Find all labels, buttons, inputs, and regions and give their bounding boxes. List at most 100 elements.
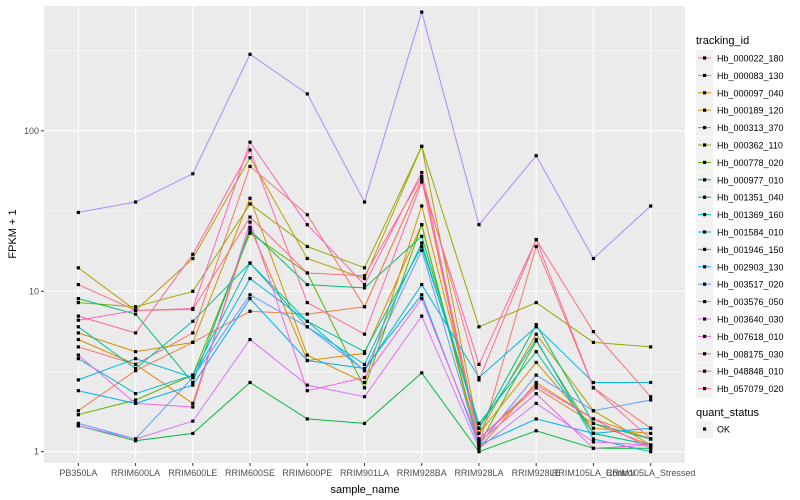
data-point	[248, 380, 252, 385]
data-point	[477, 362, 481, 366]
data-point	[362, 362, 367, 366]
data-point	[191, 383, 195, 387]
data-point	[591, 431, 596, 435]
x-tick-label: RRIM600LA	[111, 468, 160, 478]
data-point	[534, 386, 538, 390]
data-point	[305, 358, 309, 363]
legend-title: tracking_id	[696, 35, 749, 47]
data-point	[248, 276, 252, 281]
x-tick-label: RRIM928LA	[454, 468, 503, 478]
data-point	[649, 380, 653, 385]
data-point	[305, 283, 309, 287]
legend-swatch-point	[703, 56, 707, 60]
x-tick-label: RRIM600SE	[225, 468, 275, 478]
data-point	[534, 429, 538, 433]
data-point	[649, 398, 653, 402]
data-point	[362, 366, 367, 371]
data-point	[649, 395, 653, 399]
data-point	[133, 331, 138, 335]
x-tick-label: RRIM928LE	[512, 468, 561, 478]
data-point	[133, 398, 138, 402]
data-point	[420, 283, 424, 287]
data-point	[76, 345, 80, 349]
data-point	[76, 314, 80, 318]
data-point	[362, 350, 367, 354]
data-point	[534, 322, 538, 327]
data-point	[591, 256, 596, 261]
data-point	[76, 325, 80, 329]
data-point	[477, 375, 481, 380]
shape-legend-label: OK	[717, 425, 730, 435]
data-point	[362, 286, 367, 290]
data-point	[420, 10, 424, 14]
data-point	[305, 271, 309, 275]
legend-label: Hb_000977_010	[717, 175, 784, 185]
data-point	[420, 170, 424, 175]
legend-swatch-point	[703, 213, 707, 217]
data-point	[191, 289, 195, 293]
y-axis-title: FPKM + 1	[7, 209, 19, 258]
legend-swatch-point	[703, 108, 707, 112]
data-point	[191, 380, 195, 385]
data-point	[534, 154, 538, 158]
data-point	[420, 177, 424, 181]
data-point	[76, 331, 80, 335]
legend-swatch-point	[703, 265, 707, 269]
data-point	[133, 362, 138, 366]
data-point	[362, 283, 367, 287]
data-point	[305, 300, 309, 305]
data-point	[133, 439, 138, 443]
legend-swatch-point	[703, 195, 707, 199]
data-point	[420, 144, 424, 148]
data-point	[477, 450, 481, 454]
legend-swatch-point	[703, 91, 707, 95]
data-point	[191, 252, 195, 256]
data-point	[477, 431, 481, 435]
data-point	[133, 366, 138, 371]
x-tick-label: RRIM600PE	[282, 468, 332, 478]
legend-label: Hb_001584_010	[717, 228, 784, 238]
data-point	[649, 426, 653, 430]
shape-legend-items: OK	[696, 421, 730, 438]
data-point	[191, 172, 195, 176]
data-point	[133, 401, 138, 405]
data-point	[133, 305, 138, 309]
data-point	[591, 340, 596, 344]
data-point	[649, 446, 653, 450]
data-point	[591, 330, 596, 334]
data-point	[649, 450, 653, 454]
legend-label: Hb_000778_020	[717, 158, 784, 168]
data-point	[191, 431, 195, 435]
data-point	[362, 305, 367, 309]
data-point	[191, 401, 195, 405]
data-point	[534, 300, 538, 305]
data-point	[191, 256, 195, 261]
data-point	[191, 373, 195, 377]
legend-label: Hb_007618_010	[717, 332, 784, 342]
data-point	[477, 443, 481, 447]
data-point	[534, 417, 538, 421]
legend-label: Hb_000022_180	[717, 54, 784, 64]
data-point	[420, 244, 424, 249]
data-point	[133, 437, 138, 441]
data-point	[534, 383, 538, 387]
legend-swatch-point	[703, 230, 707, 234]
data-point	[133, 312, 138, 316]
data-point	[76, 424, 80, 428]
data-point	[248, 196, 252, 200]
legend-label: Hb_003576_050	[717, 297, 784, 307]
data-point	[362, 276, 367, 281]
data-point	[591, 409, 596, 413]
data-point	[76, 409, 80, 413]
data-point	[362, 369, 367, 373]
legend-label: Hb_048848_010	[717, 367, 784, 377]
data-point	[420, 371, 424, 375]
data-point	[477, 325, 481, 329]
data-point	[191, 419, 195, 423]
data-point	[534, 237, 538, 242]
data-point	[477, 421, 481, 426]
data-point	[76, 296, 80, 301]
data-point	[76, 210, 80, 215]
data-point	[362, 380, 367, 385]
data-point	[477, 378, 481, 382]
